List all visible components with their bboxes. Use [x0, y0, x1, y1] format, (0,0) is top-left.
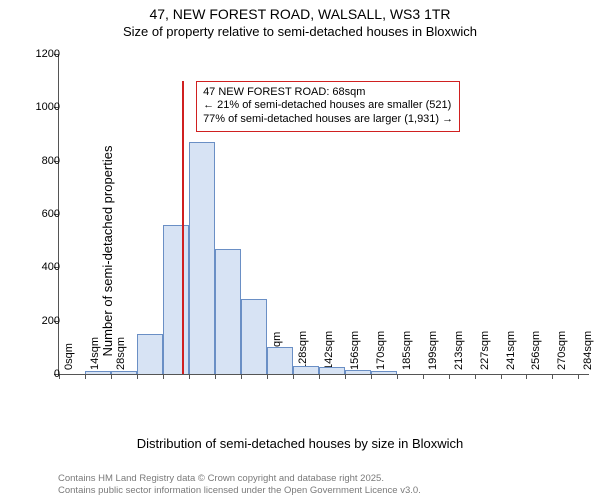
annotation-line: 77% of semi-detached houses are larger (…: [203, 113, 453, 127]
histogram-bar: [137, 334, 163, 374]
histogram-bar: [267, 347, 293, 374]
plot-region: 0sqm14sqm28sqm43sqm57sqm71sqm85sqm99sqm1…: [58, 54, 589, 375]
y-tick-label: 600: [20, 208, 60, 220]
y-tick-label: 800: [20, 155, 60, 167]
x-tick: [501, 374, 502, 379]
y-tick-label: 1200: [20, 48, 60, 60]
annotation-line: ← 21% of semi-detached houses are smalle…: [203, 99, 453, 113]
footer-line-2: Contains public sector information licen…: [58, 485, 421, 496]
x-tick: [319, 374, 320, 379]
x-tick-label: 284sqm: [582, 331, 594, 370]
x-tick-label: 128sqm: [297, 331, 309, 370]
x-tick: [578, 374, 579, 379]
x-tick: [345, 374, 346, 379]
x-tick-label: 270sqm: [556, 331, 568, 370]
footer-line-1: Contains HM Land Registry data © Crown c…: [58, 473, 421, 484]
histogram-bar: [293, 366, 319, 374]
x-tick: [371, 374, 372, 379]
x-tick: [293, 374, 294, 379]
x-tick: [475, 374, 476, 379]
annotation-line: 47 NEW FOREST ROAD: 68sqm: [203, 86, 453, 100]
x-axis-label: Distribution of semi-detached houses by …: [0, 436, 600, 451]
x-tick-label: 28sqm: [115, 337, 127, 370]
x-tick-label: 227sqm: [479, 331, 491, 370]
x-tick: [397, 374, 398, 379]
x-tick-label: 213sqm: [453, 331, 465, 370]
histogram-bar: [85, 371, 111, 374]
chart-subtitle: Size of property relative to semi-detach…: [0, 24, 600, 39]
histogram-bar: [319, 367, 345, 374]
y-tick-label: 1000: [20, 101, 60, 113]
chart-title: 47, NEW FOREST ROAD, WALSALL, WS3 1TR: [0, 6, 600, 22]
x-tick-label: 199sqm: [427, 331, 439, 370]
y-tick-label: 200: [20, 315, 60, 327]
x-tick: [267, 374, 268, 379]
x-tick: [423, 374, 424, 379]
annotation-box: 47 NEW FOREST ROAD: 68sqm← 21% of semi-d…: [196, 81, 460, 132]
x-tick: [526, 374, 527, 379]
x-tick: [85, 374, 86, 379]
histogram-bar: [163, 225, 189, 374]
x-tick-label: 170sqm: [375, 331, 387, 370]
y-tick-label: 0: [20, 368, 60, 380]
y-tick-label: 400: [20, 261, 60, 273]
x-tick: [111, 374, 112, 379]
x-tick: [215, 374, 216, 379]
x-tick-label: 14sqm: [89, 337, 101, 370]
chart-area: Number of semi-detached properties 0sqm1…: [0, 46, 600, 456]
histogram-bar: [111, 371, 137, 374]
x-tick-label: 256sqm: [530, 331, 542, 370]
histogram-bar: [215, 249, 241, 374]
x-tick: [449, 374, 450, 379]
x-tick-label: 142sqm: [323, 331, 335, 370]
x-tick-label: 156sqm: [349, 331, 361, 370]
histogram-bar: [371, 371, 397, 374]
histogram-bar: [345, 370, 371, 374]
x-tick: [137, 374, 138, 379]
x-tick-label: 0sqm: [63, 343, 75, 370]
reference-line: [182, 81, 184, 374]
x-tick-label: 185sqm: [401, 331, 413, 370]
x-tick-label: 241sqm: [505, 331, 517, 370]
attribution-footer: Contains HM Land Registry data © Crown c…: [58, 473, 421, 496]
x-tick: [241, 374, 242, 379]
histogram-bar: [241, 299, 267, 374]
x-tick: [552, 374, 553, 379]
histogram-bar: [189, 142, 215, 374]
x-tick: [189, 374, 190, 379]
x-tick: [163, 374, 164, 379]
